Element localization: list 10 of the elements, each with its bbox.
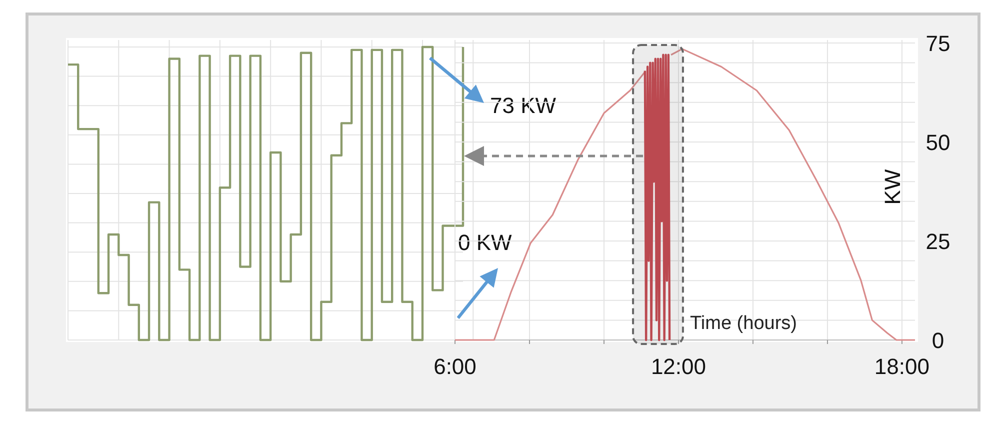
x-tick-label: 12:00 xyxy=(650,354,706,379)
y-tick-label: 25 xyxy=(926,229,950,254)
x-tick-label: 18:00 xyxy=(874,354,930,379)
y-tick-label: 75 xyxy=(926,31,950,56)
line-series xyxy=(644,54,671,342)
y-tick-label: 0 xyxy=(932,328,944,353)
x-axis-title: Time (hours) xyxy=(690,313,797,334)
x-tick-label: 6:00 xyxy=(434,354,476,379)
y-tick-label: 50 xyxy=(926,130,950,155)
y-axis-title: KW xyxy=(880,169,905,205)
